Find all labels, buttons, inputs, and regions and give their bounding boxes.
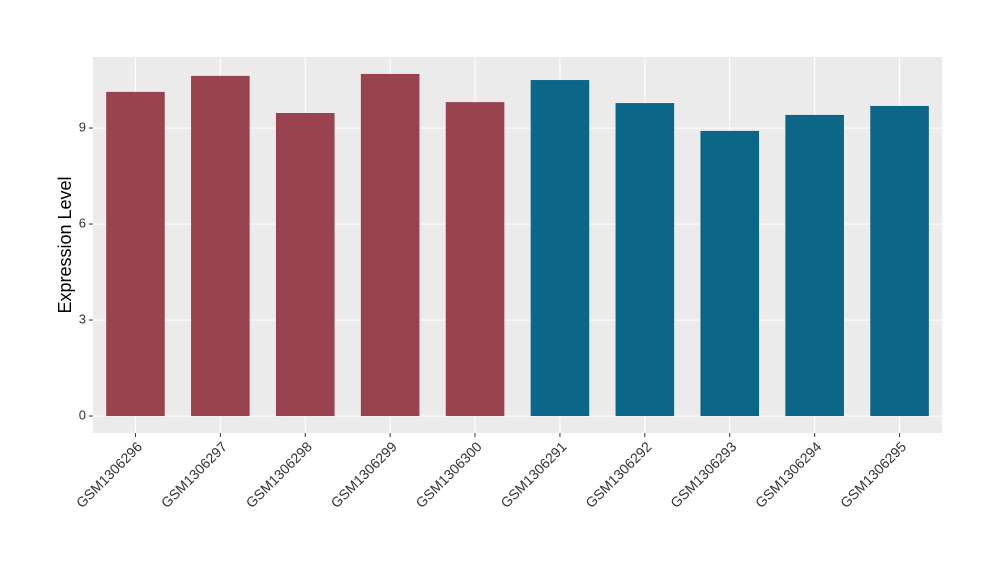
x-tick-label: GSM1306300 [412,438,485,511]
x-tick-label: GSM1306298 [243,438,316,511]
x-tick-label: GSM1306294 [752,438,825,511]
bar [106,91,165,417]
bar [870,105,929,417]
bar [360,73,420,417]
y-tick-label: 3 [79,311,86,326]
y-axis-title: Expression Level [55,176,75,313]
bar [275,113,335,417]
x-tick-label: GSM1306292 [582,438,655,511]
x-tick-label: GSM1306293 [667,438,740,511]
bar [191,75,250,417]
bar [530,80,590,417]
x-tick-label: GSM1306291 [497,438,570,511]
x-tick-label: GSM1306297 [158,438,231,511]
bar [700,130,760,417]
y-tick-label: 0 [79,407,86,422]
bar [445,102,505,417]
x-tick-label: GSM1306296 [73,438,146,511]
x-tick-label: GSM1306299 [327,438,400,511]
bar [615,103,675,417]
y-tick-label: 6 [79,215,86,230]
y-tick-label: 9 [79,119,86,134]
x-tick-label: GSM1306295 [837,438,910,511]
bar [785,114,844,417]
